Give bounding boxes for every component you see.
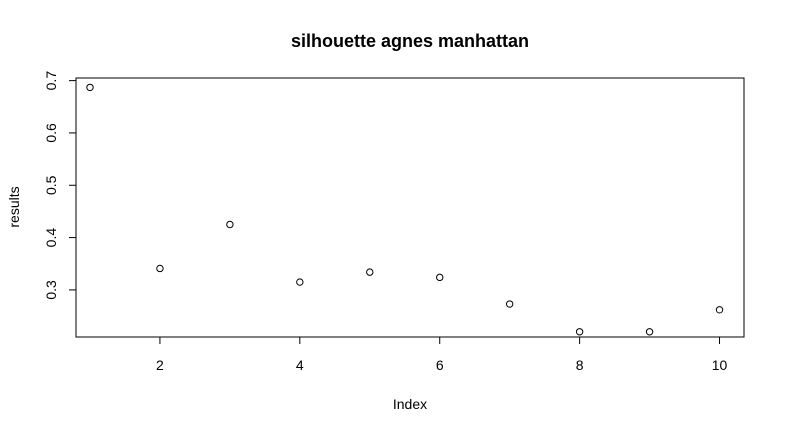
x-axis-label: Index	[393, 396, 427, 412]
x-tick-label: 2	[156, 357, 164, 373]
y-tick-label: 0.5	[43, 175, 59, 195]
x-tick-label: 6	[436, 357, 444, 373]
data-point	[86, 83, 94, 92]
y-tick-label: 0.7	[43, 71, 59, 91]
data-points	[86, 83, 724, 336]
x-tick-label: 10	[712, 357, 728, 373]
y-tick-label: 0.3	[43, 280, 59, 300]
data-point	[645, 328, 654, 336]
data-point	[505, 300, 514, 308]
data-point	[575, 328, 584, 336]
data-point	[226, 220, 234, 229]
y-axis-label: results	[6, 186, 22, 227]
x-tick-label: 8	[576, 357, 584, 373]
data-point	[156, 264, 164, 273]
chart-title: silhouette agnes manhattan	[291, 31, 529, 51]
data-point	[296, 278, 304, 286]
data-point	[436, 273, 444, 282]
y-axis: 0.3 0.4 0.5 0.6 0.7	[43, 71, 77, 300]
data-point	[715, 306, 724, 314]
data-point	[366, 268, 374, 276]
y-tick-label: 0.4	[43, 228, 59, 248]
y-tick-label: 0.6	[43, 123, 59, 143]
x-tick-label: 4	[296, 357, 304, 373]
x-axis: 2 4 6 8 10	[156, 336, 728, 373]
plot-frame	[75, 77, 745, 338]
